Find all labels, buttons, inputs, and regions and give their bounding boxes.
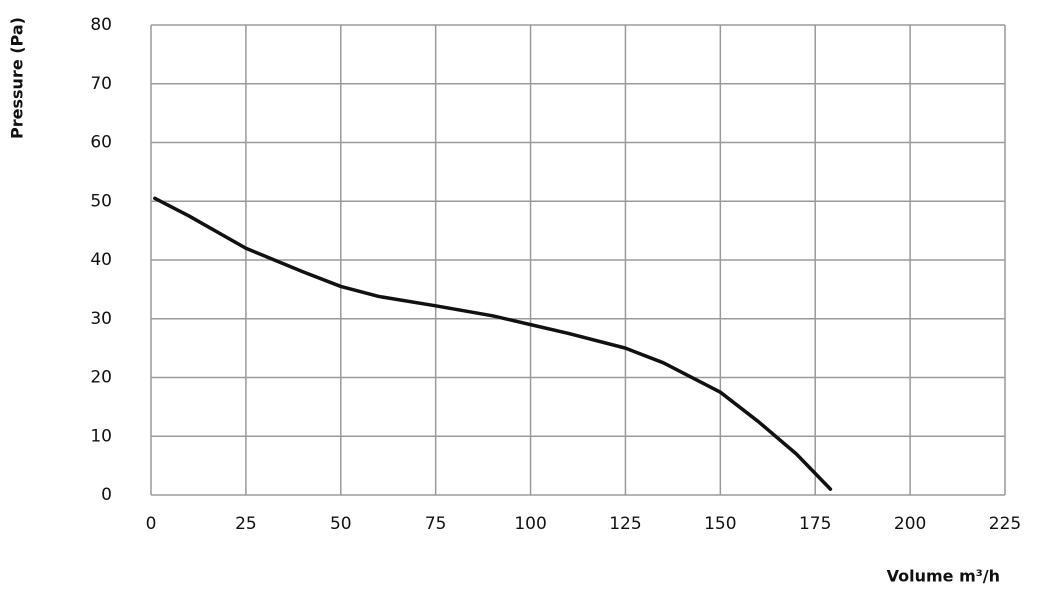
x-tick-label: 175 bbox=[799, 514, 831, 534]
y-tick-label: 70 bbox=[90, 74, 112, 94]
y-tick-label: 20 bbox=[90, 368, 112, 388]
x-tick-label: 50 bbox=[330, 514, 352, 534]
y-tick-label: 0 bbox=[101, 485, 112, 505]
x-tick-label: 125 bbox=[609, 514, 641, 534]
y-tick-label: 60 bbox=[90, 133, 112, 153]
y-axis-title: Pressure (Pa) bbox=[8, 17, 27, 139]
x-tick-label: 25 bbox=[235, 514, 257, 534]
x-tick-label: 75 bbox=[425, 514, 447, 534]
x-axis-title: Volume m³/h bbox=[887, 567, 1000, 586]
x-tick-label: 225 bbox=[989, 514, 1021, 534]
line bbox=[153, 196, 833, 491]
y-tick-label: 30 bbox=[90, 309, 112, 329]
x-tick-label: 0 bbox=[146, 514, 157, 534]
x-tick-label: 100 bbox=[514, 514, 546, 534]
x-tick-label: 200 bbox=[894, 514, 926, 534]
y-tick-label: 50 bbox=[90, 191, 112, 211]
x-tick-label: 150 bbox=[704, 514, 736, 534]
y-tick-label: 40 bbox=[90, 250, 112, 270]
y-tick-label: 80 bbox=[90, 15, 112, 35]
y-tick-label: 10 bbox=[90, 426, 112, 446]
